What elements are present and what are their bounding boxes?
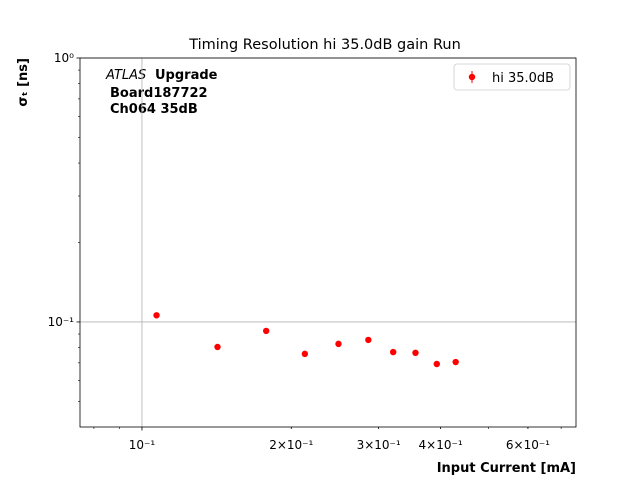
y-axis-label: σₜ [ns] bbox=[16, 58, 31, 107]
x-tick-label: 10⁻¹ bbox=[129, 438, 156, 452]
data-point bbox=[365, 336, 372, 344]
x-tick-label: 6×10⁻¹ bbox=[506, 438, 550, 452]
y-tick-label: 10⁻¹ bbox=[48, 315, 75, 329]
annotation: Board187722 bbox=[110, 86, 208, 101]
chart-title: Timing Resolution hi 35.0dB gain Run bbox=[188, 37, 461, 53]
annotation: Ch064 35dB bbox=[110, 102, 198, 117]
data-point bbox=[412, 349, 419, 357]
y-tick-label: 10⁰ bbox=[54, 51, 74, 65]
data-point bbox=[214, 343, 221, 351]
data-point bbox=[262, 327, 270, 335]
legend-label: hi 35.0dB bbox=[492, 71, 554, 86]
x-tick-label: 3×10⁻¹ bbox=[357, 438, 401, 452]
x-tick-label: 4×10⁻¹ bbox=[419, 438, 463, 452]
data-point bbox=[335, 340, 342, 348]
data-point bbox=[452, 358, 459, 366]
data-point bbox=[153, 312, 160, 319]
data-point bbox=[301, 350, 309, 358]
legend-marker bbox=[468, 73, 476, 81]
x-axis-label: Input Current [mA] bbox=[437, 461, 576, 476]
plot-frame bbox=[79, 57, 577, 428]
legend-box bbox=[453, 63, 571, 91]
annotation: ATLAS bbox=[105, 68, 146, 83]
x-tick-label: 2×10⁻¹ bbox=[269, 438, 313, 452]
data-point bbox=[389, 348, 397, 356]
annotation: Upgrade bbox=[155, 68, 218, 83]
data-point bbox=[433, 360, 440, 368]
